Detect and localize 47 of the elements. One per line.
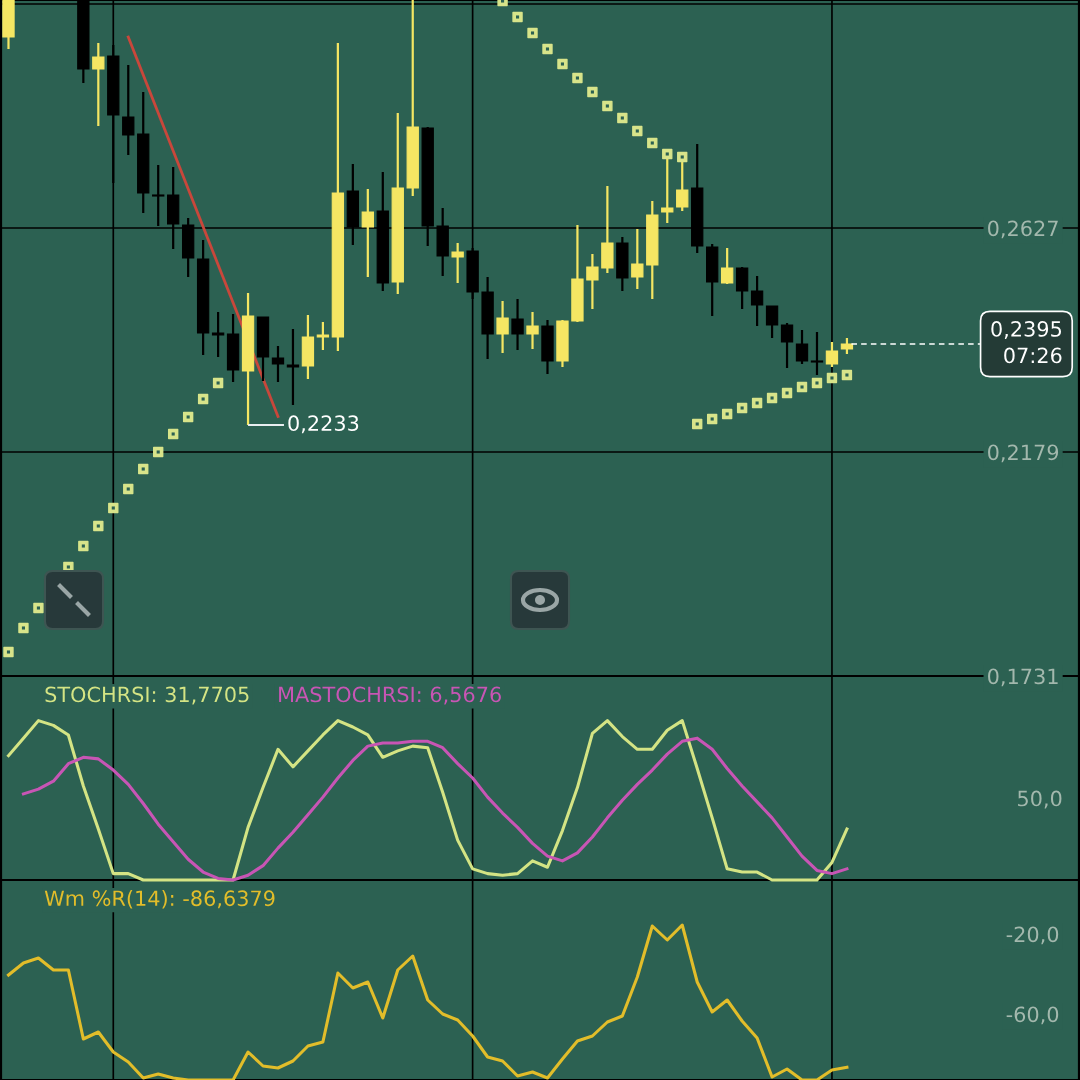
point — [587, 86, 598, 98]
candlestick — [795, 328, 809, 366]
candlestick — [750, 274, 764, 328]
annotation: 50,0 — [1018, 790, 1062, 809]
series-label: STOCHRSI: 31,7705 — [45, 686, 249, 705]
candlestick — [810, 330, 824, 377]
line-series — [6, 923, 849, 1080]
candlestick — [316, 320, 330, 352]
y-tick-label: -60,0 — [1006, 1006, 1059, 1025]
candlestick — [735, 265, 749, 311]
candlestick — [496, 299, 509, 355]
candlestick — [92, 41, 105, 128]
point — [602, 100, 613, 112]
annotation: 0,2233 — [288, 415, 359, 434]
candlestick — [720, 246, 734, 286]
candlestick — [451, 241, 464, 285]
point — [33, 602, 44, 614]
candlestick — [631, 227, 644, 291]
y-tick-label: 0,2179 — [988, 444, 1059, 463]
point — [572, 72, 583, 84]
point — [18, 622, 29, 634]
candlestick — [526, 310, 539, 351]
y-tick-label: 0,2627 — [988, 220, 1058, 239]
candlestick — [122, 63, 135, 157]
point — [78, 540, 89, 552]
point — [3, 646, 14, 658]
point — [617, 112, 628, 124]
candlestick — [586, 252, 599, 311]
point — [557, 58, 568, 70]
point — [542, 43, 553, 55]
candlestick — [765, 304, 779, 340]
point — [93, 520, 104, 532]
candlestick — [271, 344, 285, 384]
point — [512, 11, 523, 23]
candlestick — [211, 310, 225, 359]
candlestick — [361, 187, 374, 279]
ref-line-label: 0,2395 07:26 — [991, 321, 1062, 364]
text: MASTOCHRSI: 6,5676 — [279, 686, 501, 705]
candlestick — [780, 321, 794, 370]
y-tick-label: 0,1731 — [988, 668, 1058, 687]
point — [527, 27, 538, 39]
y-tick-label: -20,0 — [1006, 926, 1059, 945]
candlestick — [825, 340, 839, 369]
point — [632, 125, 643, 137]
text: Wm %R(14): -86,6379 — [44, 890, 275, 909]
candlestick — [286, 327, 300, 407]
candlestick — [511, 297, 524, 352]
